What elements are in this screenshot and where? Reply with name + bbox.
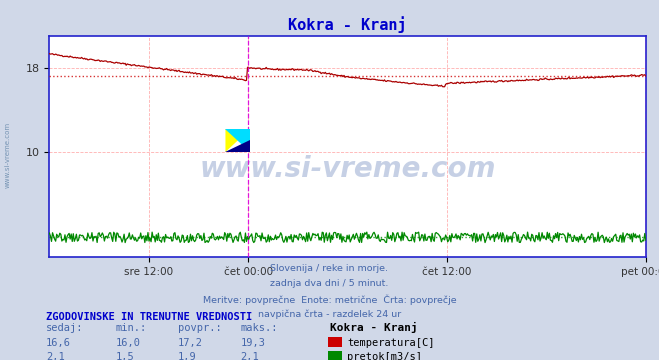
Text: maks.:: maks.:	[241, 323, 278, 333]
Text: 1,5: 1,5	[115, 352, 134, 360]
Text: 2,1: 2,1	[241, 352, 259, 360]
Polygon shape	[225, 140, 250, 152]
Text: 16,6: 16,6	[46, 338, 71, 348]
Text: ZGODOVINSKE IN TRENUTNE VREDNOSTI: ZGODOVINSKE IN TRENUTNE VREDNOSTI	[46, 312, 252, 322]
Text: www.si-vreme.com: www.si-vreme.com	[5, 122, 11, 188]
Text: www.si-vreme.com: www.si-vreme.com	[200, 155, 496, 183]
Text: zadnja dva dni / 5 minut.: zadnja dva dni / 5 minut.	[270, 279, 389, 288]
Text: povpr.:: povpr.:	[178, 323, 221, 333]
Title: Kokra - Kranj: Kokra - Kranj	[288, 17, 407, 33]
Text: Meritve: povprečne  Enote: metrične  Črta: povprečje: Meritve: povprečne Enote: metrične Črta:…	[203, 294, 456, 305]
Text: 16,0: 16,0	[115, 338, 140, 348]
Text: temperatura[C]: temperatura[C]	[347, 338, 435, 348]
Polygon shape	[225, 129, 250, 152]
Text: pretok[m3/s]: pretok[m3/s]	[347, 352, 422, 360]
Text: sedaj:: sedaj:	[46, 323, 84, 333]
Text: Slovenija / reke in morje.: Slovenija / reke in morje.	[270, 264, 389, 273]
Text: 19,3: 19,3	[241, 338, 266, 348]
Polygon shape	[225, 129, 250, 152]
Text: min.:: min.:	[115, 323, 146, 333]
Text: 1,9: 1,9	[178, 352, 196, 360]
Text: 2,1: 2,1	[46, 352, 65, 360]
Text: 17,2: 17,2	[178, 338, 203, 348]
Text: navpična črta - razdelek 24 ur: navpična črta - razdelek 24 ur	[258, 310, 401, 319]
Text: Kokra - Kranj: Kokra - Kranj	[330, 322, 417, 333]
